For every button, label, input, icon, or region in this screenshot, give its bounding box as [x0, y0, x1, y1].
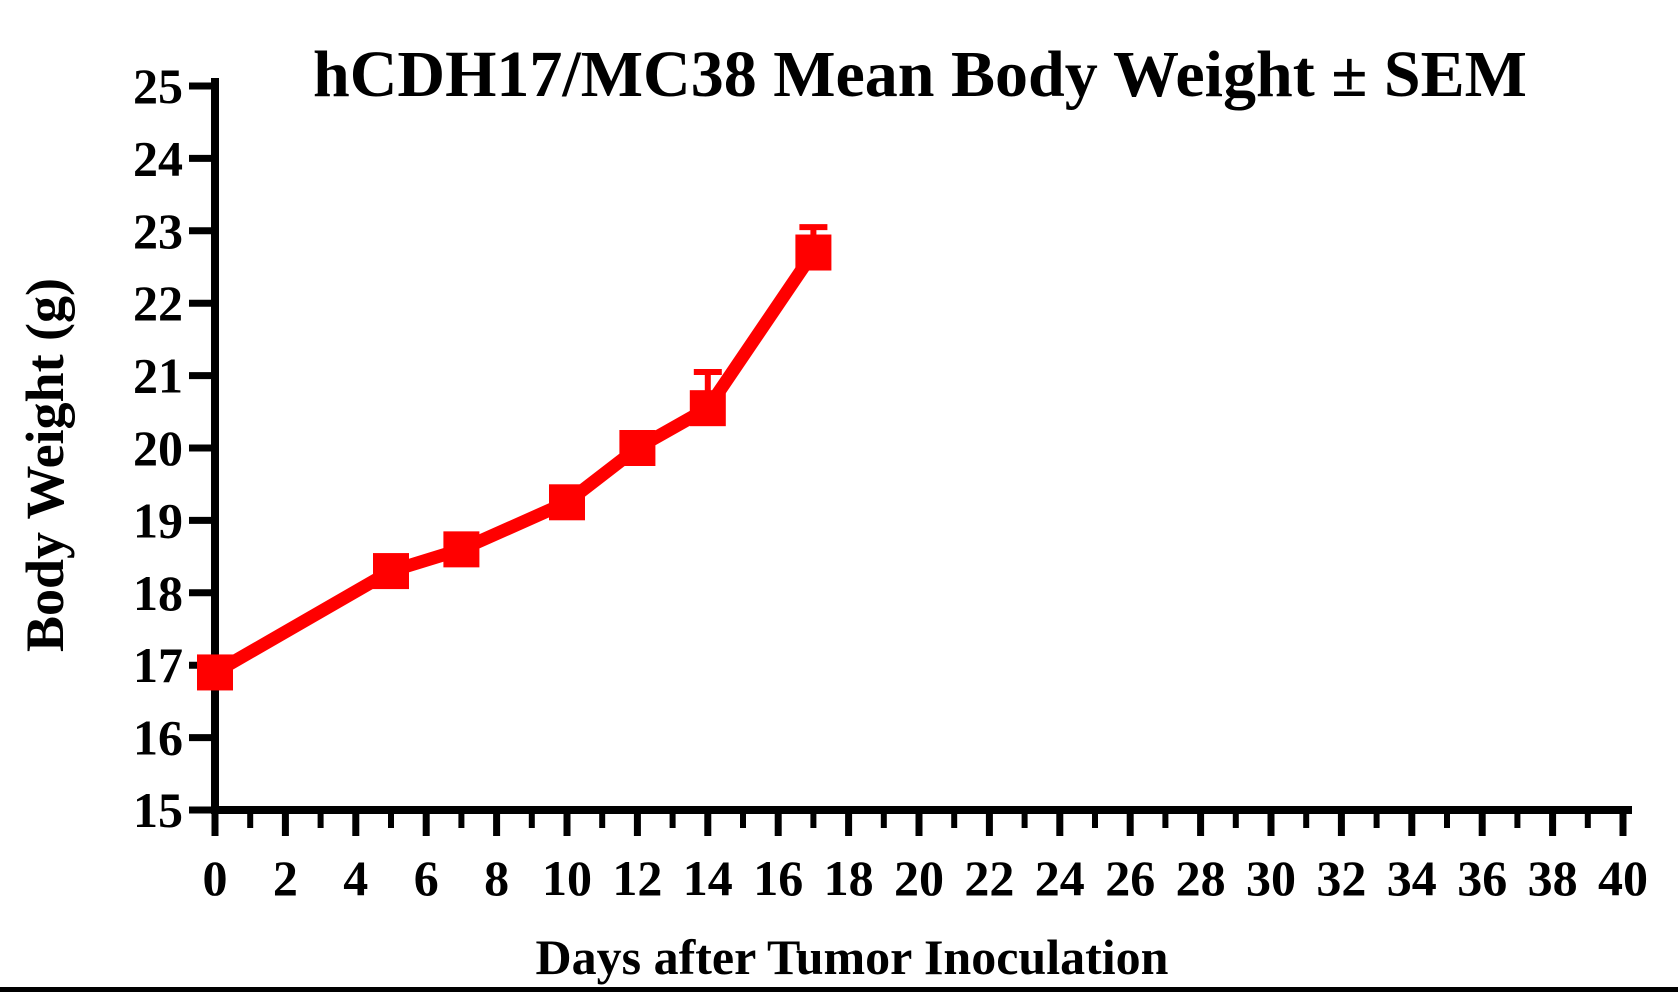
- y-tick-label: 20: [133, 420, 183, 476]
- data-point-marker: [689, 390, 726, 427]
- data-point-marker: [795, 234, 832, 271]
- y-tick-label: 18: [133, 565, 183, 621]
- data-point-marker: [443, 531, 480, 568]
- chart-title: hCDH17/MC38 Mean Body Weight ± SEM: [313, 38, 1527, 111]
- data-point-marker: [619, 430, 656, 466]
- data-point-marker: [549, 484, 585, 521]
- y-tick-label: 25: [133, 58, 183, 114]
- x-tick-label: 24: [1035, 850, 1085, 906]
- x-tick-label: 32: [1316, 850, 1366, 906]
- bottom-rule: [0, 987, 1678, 992]
- x-tick-label: 40: [1598, 850, 1648, 906]
- y-tick-label: 16: [133, 710, 183, 766]
- data-point-marker: [197, 654, 233, 691]
- x-tick-label: 34: [1387, 850, 1437, 906]
- x-tick-label: 8: [484, 850, 509, 906]
- x-tick-label: 22: [964, 850, 1014, 906]
- x-tick-label: 30: [1246, 850, 1296, 906]
- y-tick-label: 17: [133, 637, 183, 693]
- x-tick-label: 20: [894, 850, 944, 906]
- x-tick-label: 36: [1457, 850, 1507, 906]
- data-point-marker: [373, 553, 409, 590]
- y-axis-title: Body Weight (g): [15, 277, 75, 653]
- x-axis-title: Days after Tumor Inoculation: [535, 929, 1169, 985]
- x-tick-label: 26: [1105, 850, 1155, 906]
- x-tick-label: 10: [542, 850, 592, 906]
- x-tick-label: 16: [753, 850, 803, 906]
- y-tick-label: 21: [133, 348, 183, 404]
- x-tick-label: 12: [612, 850, 662, 906]
- x-tick-label: 28: [1176, 850, 1226, 906]
- y-tick-label: 24: [133, 130, 183, 186]
- y-tick-label: 19: [133, 492, 183, 548]
- x-tick-label: 18: [824, 850, 874, 906]
- y-tick-label: 23: [133, 203, 183, 259]
- y-tick-label: 22: [133, 275, 183, 331]
- x-tick-label: 14: [683, 850, 733, 906]
- y-tick-label: 15: [133, 782, 183, 838]
- x-tick-label: 6: [414, 850, 439, 906]
- x-tick-label: 4: [343, 850, 368, 906]
- x-tick-label: 2: [273, 850, 298, 906]
- x-tick-label: 38: [1528, 850, 1578, 906]
- series-line: [211, 248, 819, 679]
- x-tick-label: 0: [203, 850, 228, 906]
